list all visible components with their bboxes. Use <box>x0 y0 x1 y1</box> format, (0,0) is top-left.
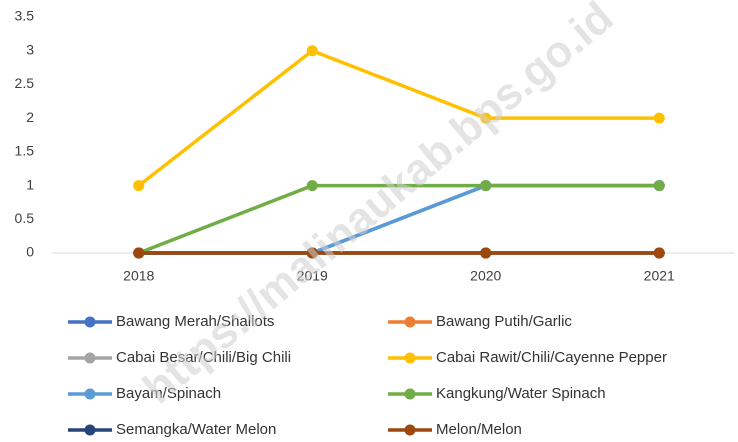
legend-marker <box>404 424 416 436</box>
point <box>480 247 492 259</box>
legend-label: Bayam/Spinach <box>116 385 221 402</box>
x-tick-label: 2020 <box>470 268 501 284</box>
point <box>306 45 318 57</box>
y-tick-label: 2.5 <box>15 75 35 91</box>
legend-label: Bawang Merah/Shallots <box>116 313 274 330</box>
x-tick-label: 2018 <box>123 268 154 284</box>
y-tick-label: 3 <box>26 41 34 57</box>
point <box>653 112 665 124</box>
y-tick-label: 2 <box>26 109 34 125</box>
legend-label: Kangkung/Water Spinach <box>436 385 606 402</box>
legend-marker <box>404 388 416 400</box>
legend-label: Cabai Besar/Chili/Big Chili <box>116 349 291 366</box>
x-tick-label: 2019 <box>297 268 328 284</box>
legend-marker <box>404 316 416 328</box>
y-tick-label: 0 <box>26 244 34 260</box>
series-line <box>137 48 660 187</box>
legend-label: Melon/Melon <box>436 421 522 438</box>
legend-label: Bawang Putih/Garlic <box>436 313 572 330</box>
y-tick-label: 1.5 <box>15 143 35 159</box>
legend-marker <box>84 388 96 400</box>
series-line <box>138 183 660 255</box>
point <box>480 180 492 192</box>
point <box>306 247 318 259</box>
point <box>133 247 145 259</box>
point <box>480 112 492 124</box>
legend-marker <box>84 424 96 436</box>
point <box>653 247 665 259</box>
legend-label: Semangka/Water Melon <box>116 421 276 438</box>
legend-label: Cabai Rawit/Chili/Cayenne Pepper <box>436 349 667 366</box>
legend-marker <box>404 352 416 364</box>
y-tick-label: 0.5 <box>15 210 35 226</box>
x-tick-label: 2021 <box>644 268 675 284</box>
legend-marker <box>84 316 96 328</box>
point <box>653 180 665 192</box>
legend-marker <box>84 352 96 364</box>
y-tick-label: 1 <box>26 176 34 192</box>
point <box>133 180 145 192</box>
point <box>306 180 318 192</box>
y-tick-label: 3.5 <box>15 8 35 24</box>
